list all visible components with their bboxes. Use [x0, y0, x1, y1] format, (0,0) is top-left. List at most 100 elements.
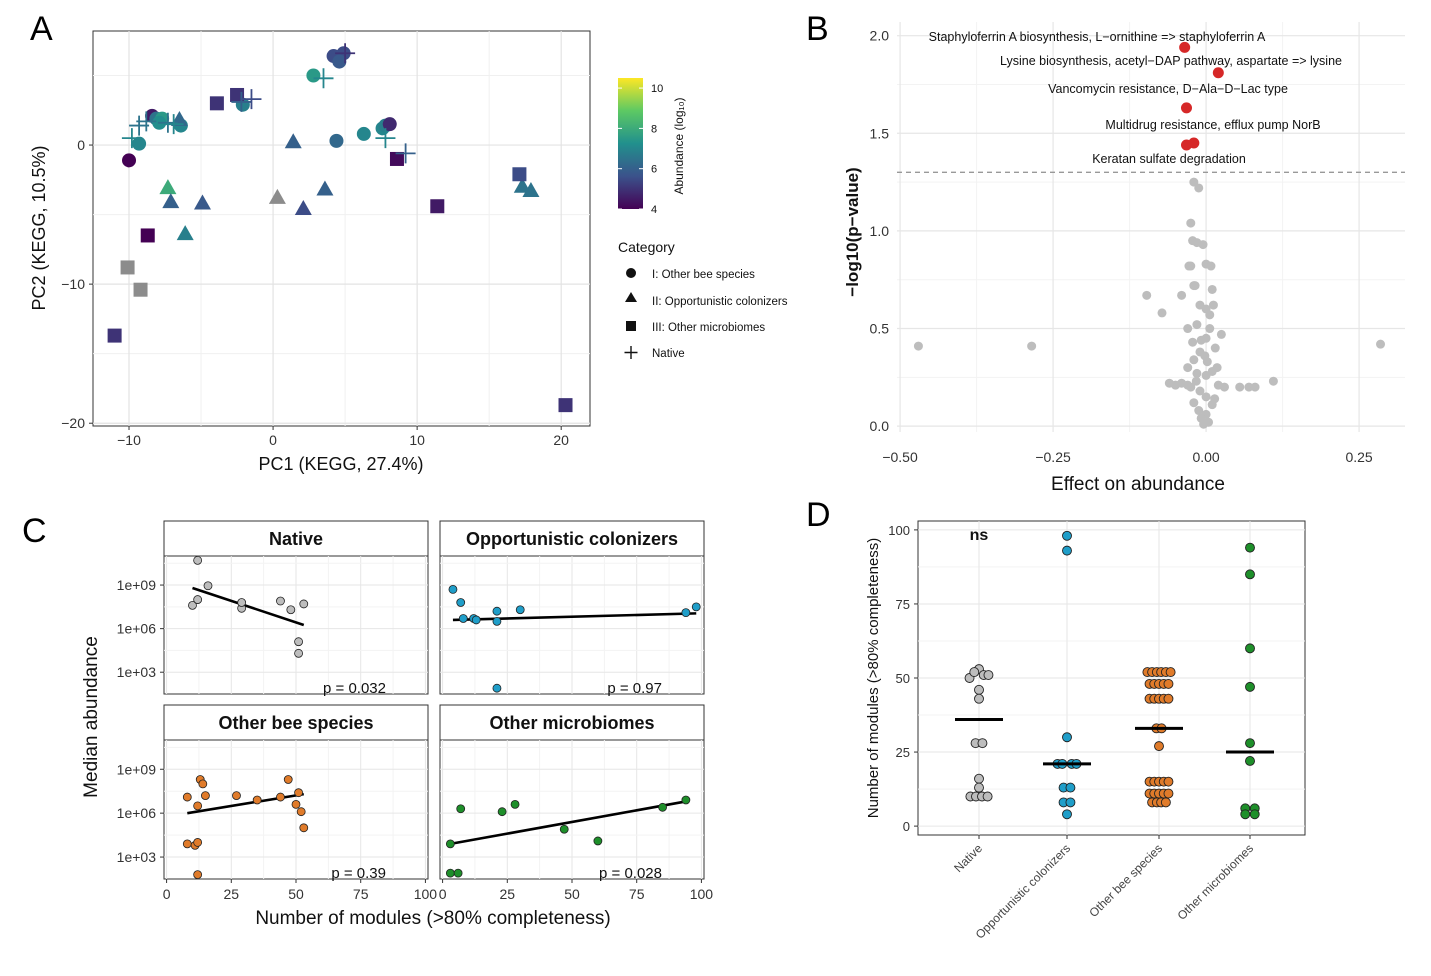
x-tick-label: 0 — [439, 886, 447, 902]
dot-point — [1163, 776, 1174, 787]
volcano-point — [1198, 240, 1208, 250]
y-tick-label: 1e+09 — [117, 761, 157, 777]
facet-point — [445, 868, 455, 878]
legend-title: Category — [618, 239, 675, 255]
facet-p-value: p = 0.032 — [323, 680, 386, 697]
dot-point — [974, 693, 984, 704]
pca-point-opportunistic — [522, 181, 540, 197]
facet-point — [492, 616, 502, 626]
pca-point-opportunistic — [284, 133, 302, 149]
volcano-point — [1205, 324, 1215, 334]
volcano-point-significant — [1180, 102, 1192, 114]
facet-point — [445, 839, 455, 849]
volcano-label: Lysine biosynthesis, acetyl−DAP pathway,… — [1000, 54, 1342, 68]
dot-point — [1245, 681, 1255, 692]
panel-a-points — [107, 43, 573, 413]
volcano-point — [1190, 281, 1200, 291]
dot-point — [1062, 530, 1072, 541]
pca-point-bee — [132, 136, 147, 151]
y-tick-label: 75 — [896, 597, 910, 612]
dot-point — [983, 670, 994, 680]
volcano-point — [1201, 370, 1211, 380]
x-tick-label: 25 — [224, 886, 240, 902]
volcano-point — [1142, 290, 1152, 300]
volcano-point — [1191, 376, 1201, 386]
panel-a-colorbar: 4 6 8 10 Abundance (log₁₀) — [618, 78, 686, 216]
facet-title: Opportunistic colonizers — [466, 529, 678, 549]
pca-point-opportunistic — [268, 188, 286, 204]
y-tick-label: 1.0 — [870, 223, 890, 239]
facet-point — [232, 791, 241, 800]
volcano-point — [1194, 183, 1204, 193]
y-tick-label: 2.0 — [870, 28, 890, 44]
colorbar-gradient — [618, 78, 643, 209]
panel-c-facets: Native 1e+03 1e+06 1e+09 p = 0.032 Opportunis… — [117, 520, 713, 902]
facet-strip — [439, 704, 705, 741]
facet-point — [237, 598, 247, 607]
facet-point — [453, 868, 463, 878]
facet-point — [681, 795, 691, 805]
dot-point — [974, 684, 984, 695]
volcano-point — [1376, 339, 1386, 349]
y-tick-label: −10 — [61, 276, 85, 292]
panel-a-legend: Category I: Other bee species II: Opport… — [618, 239, 788, 360]
volcano-point — [1184, 261, 1194, 271]
legend-label-opportunistic-colonizers: II: Opportunistic colonizers — [652, 296, 788, 308]
panel-label-a: A — [30, 10, 53, 48]
volcano-point — [1210, 343, 1220, 353]
dot-point — [1160, 797, 1171, 808]
regression-line — [192, 586, 305, 627]
panel-d-ns-annotation: ns — [970, 527, 989, 544]
facet-point — [658, 802, 667, 812]
pca-point-opportunistic — [513, 177, 531, 193]
volcano-label: Vancomycin resistance, D−Ala−D−Lac type — [1048, 82, 1288, 96]
volcano-point — [1212, 363, 1222, 373]
pca-point-bee — [122, 153, 137, 168]
panel-b-grid — [897, 22, 1405, 432]
facet-strip — [163, 704, 429, 741]
dot-point — [1163, 788, 1174, 799]
volcano-point — [1196, 335, 1206, 345]
volcano-point — [913, 341, 923, 351]
facet-point — [294, 637, 303, 647]
dot-point — [1163, 678, 1174, 689]
panel-b-points — [913, 41, 1386, 429]
volcano-point — [1186, 382, 1196, 392]
volcano-point — [1194, 406, 1204, 416]
x-tick-label: 50 — [288, 886, 304, 902]
volcano-point — [1207, 284, 1217, 294]
legend-triangle-icon — [625, 292, 637, 302]
facet-point — [188, 600, 197, 610]
colorbar-ticks: 4 6 8 10 — [618, 83, 663, 216]
x-tick-label: 50 — [564, 886, 580, 902]
facet-point — [456, 804, 466, 814]
facet-point — [456, 598, 466, 607]
pca-point-native — [231, 91, 252, 112]
pca-point-opportunistic — [294, 200, 312, 216]
panel-d-points — [955, 530, 1274, 820]
volcano-point — [1189, 398, 1199, 408]
legend-plus-icon — [624, 346, 638, 359]
x-tick-label: Other bee species — [1086, 841, 1165, 920]
dot-point — [974, 782, 984, 793]
x-tick-label: −10 — [117, 432, 141, 448]
facet-point — [182, 839, 192, 849]
facet-point — [193, 595, 203, 604]
facet-point — [291, 799, 301, 809]
facet-p-value: p = 0.39 — [331, 865, 386, 882]
y-tick-label: −20 — [61, 415, 85, 431]
facet-title: Other microbiomes — [489, 713, 654, 733]
facet-point — [515, 605, 525, 615]
facet-point — [286, 605, 296, 615]
facet-point — [458, 614, 468, 623]
volcano-point — [1206, 261, 1216, 271]
x-tick-label: 0 — [269, 432, 277, 448]
facet-point — [510, 799, 520, 809]
panel-a-x-axis-title: PC1 (KEGG, 27.4%) — [258, 454, 423, 474]
dot-point — [1154, 741, 1164, 752]
pca-point-bee — [329, 133, 344, 148]
panel-a-y-axis-title: PC2 (KEGG, 10.5%) — [29, 145, 49, 310]
dot-point — [1065, 797, 1076, 808]
panel-a-grid — [93, 31, 590, 426]
